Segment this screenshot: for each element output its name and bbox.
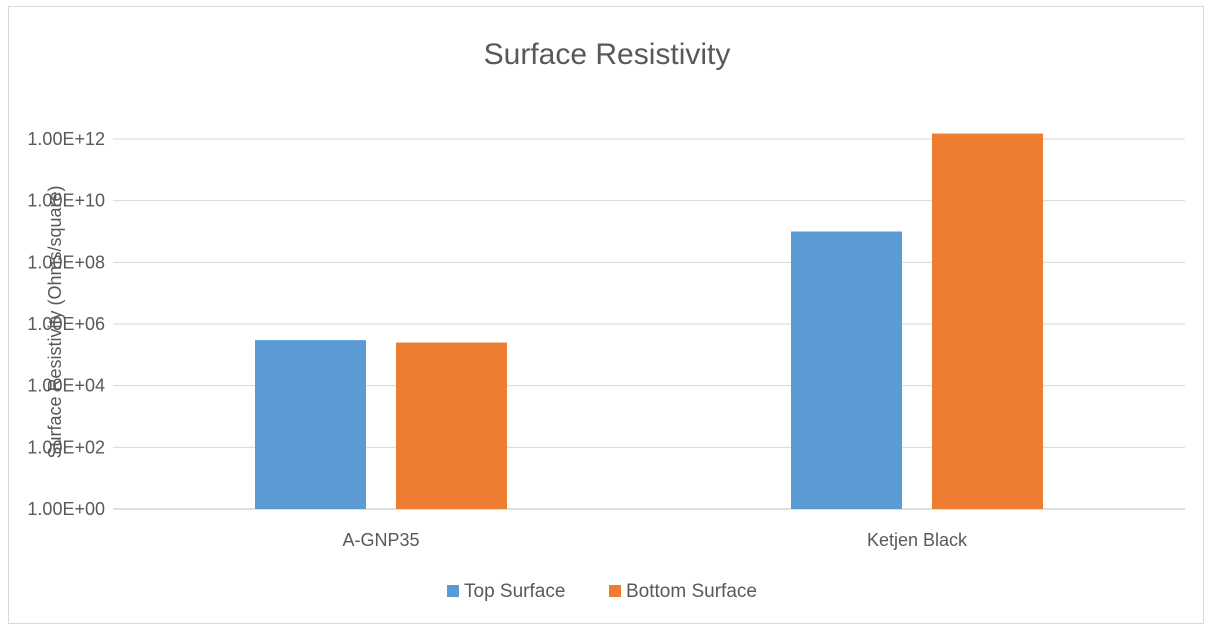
legend: Top Surface Bottom Surface bbox=[447, 581, 757, 602]
y-tick-label: 1.00E+06 bbox=[27, 314, 105, 334]
bars bbox=[255, 133, 1043, 509]
legend-swatch bbox=[609, 585, 621, 597]
y-axis-title: Surface Resistivity (Ohms/square) bbox=[45, 185, 65, 458]
bar-bottom-surface-a-gnp35 bbox=[396, 342, 507, 509]
x-tick-label: Ketjen Black bbox=[867, 530, 968, 550]
y-tick-label: 1.00E+10 bbox=[27, 191, 105, 211]
bar-top-surface-a-gnp35 bbox=[255, 340, 366, 509]
x-tick-labels: A-GNP35 Ketjen Black bbox=[342, 530, 968, 550]
x-tick-label: A-GNP35 bbox=[342, 530, 419, 550]
y-tick-label: 1.00E+04 bbox=[27, 376, 105, 396]
y-tick-label: 1.00E+12 bbox=[27, 129, 105, 149]
y-tick-label: 1.00E+02 bbox=[27, 437, 105, 457]
legend-swatch bbox=[447, 585, 459, 597]
legend-label: Bottom Surface bbox=[626, 581, 757, 602]
chart-svg: Surface Resistivity 1.00E+001.00E+021.00… bbox=[27, 38, 1185, 602]
y-tick-label: 1.00E+08 bbox=[27, 252, 105, 272]
y-tick-label: 1.00E+00 bbox=[27, 499, 105, 519]
bar-bottom-surface-ketjen-black bbox=[932, 133, 1043, 509]
y-tick-labels: 1.00E+00 1.00E+02 1.00E+04 1.00E+06 1.00E+08… bbox=[27, 129, 105, 519]
chart-title: Surface Resistivity bbox=[484, 38, 731, 71]
bar-top-surface-ketjen-black bbox=[791, 231, 902, 509]
legend-label: Top Surface bbox=[464, 581, 565, 602]
chart-frame: Surface Resistivity 1.00E+00 1.00E+02 1.00… bbox=[8, 6, 1204, 624]
